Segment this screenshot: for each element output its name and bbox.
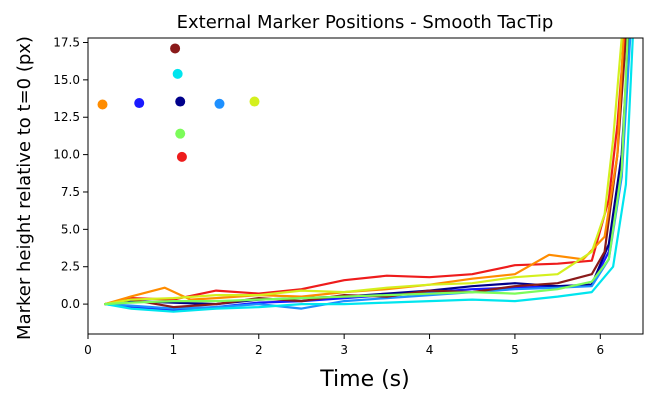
series-line-3 [104,38,632,310]
chart-title: External Marker Positions - Smooth TacTi… [177,12,554,33]
x-tick-label-0: 0 [84,343,92,357]
marker-dot-6 [175,128,186,139]
series-line-2 [104,38,630,306]
plot-frame [87,37,644,335]
marker-dot-2 [134,98,145,109]
x-tick-label-6: 6 [596,343,604,357]
marker-dot-3 [170,43,181,54]
marker-dot-7 [176,151,187,162]
series-line-9 [104,38,629,306]
x-tick-label-5: 5 [511,343,519,357]
x-tick-label-2: 2 [255,343,263,357]
marker-dot-4 [172,68,183,79]
x-axis-label: Time (s) [319,367,409,392]
x-tick-label-4: 4 [426,343,434,357]
marker-dot-5 [175,96,186,107]
series-group [104,38,634,313]
series-line-8 [104,38,623,306]
plot-area: 0 1 2 3 4 5 6 0.0 2.5 5.0 7.5 10.0 12.5 15.0 17.5 [53,35,644,357]
y-tick-label-5: 12.5 [53,110,80,124]
y-tick-label-6: 15.0 [53,73,80,87]
y-tick-label-1: 2.5 [61,260,80,274]
y-tick-label-0: 0.0 [61,297,80,311]
y-axis-label: Marker height relative to t=0 (px) [14,36,35,340]
x-tick-label-1: 1 [170,343,178,357]
series-line-1 [104,38,630,312]
series-line-6 [104,38,626,306]
marker-dot-1 [97,99,108,110]
y-tick-label-3: 7.5 [61,185,80,199]
y-tick-label-7: 17.5 [53,35,80,49]
marker-dot-8 [214,98,225,109]
y-tick-label-2: 5.0 [61,222,80,236]
x-tick-label-3: 3 [340,343,348,357]
y-tick-label-4: 10.0 [53,148,80,162]
series-line-4 [104,38,634,313]
series-line-5 [104,38,627,309]
marker-dot-9 [249,96,260,107]
